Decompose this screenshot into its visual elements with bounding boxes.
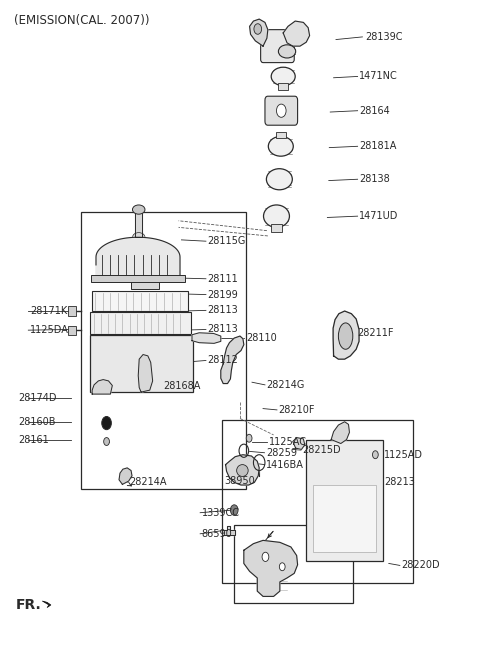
Bar	[68, 326, 76, 335]
FancyBboxPatch shape	[265, 96, 298, 125]
Text: 28115G: 28115G	[207, 236, 246, 246]
Text: 28199: 28199	[207, 289, 238, 300]
Circle shape	[246, 434, 252, 442]
Polygon shape	[244, 540, 298, 596]
Circle shape	[230, 505, 238, 515]
Polygon shape	[222, 526, 235, 535]
Text: 28160B: 28160B	[18, 416, 56, 427]
Polygon shape	[135, 210, 142, 237]
Ellipse shape	[278, 45, 296, 58]
Circle shape	[372, 451, 378, 459]
Bar	[313, 485, 376, 552]
Polygon shape	[250, 19, 268, 46]
Circle shape	[276, 104, 286, 117]
Text: 28168A: 28168A	[163, 380, 201, 391]
Bar	[278, 83, 288, 90]
Bar	[90, 335, 193, 392]
Bar	[81, 212, 246, 489]
Polygon shape	[119, 468, 132, 484]
Text: 28161: 28161	[18, 435, 49, 445]
Polygon shape	[138, 355, 153, 392]
Polygon shape	[331, 422, 349, 444]
Bar	[91, 275, 185, 282]
Bar	[306, 440, 383, 561]
Ellipse shape	[132, 205, 145, 214]
Circle shape	[254, 24, 262, 34]
Text: 1471NC: 1471NC	[359, 71, 398, 82]
Text: 28214G: 28214G	[266, 380, 305, 390]
Text: 1471UD: 1471UD	[359, 211, 398, 221]
Ellipse shape	[266, 169, 292, 190]
Polygon shape	[283, 21, 310, 46]
FancyBboxPatch shape	[261, 30, 294, 63]
Text: 28211F: 28211F	[357, 328, 394, 339]
Text: 28214A: 28214A	[130, 477, 167, 488]
Bar	[92, 291, 188, 311]
Text: 86590: 86590	[202, 529, 232, 539]
Ellipse shape	[268, 136, 293, 156]
Circle shape	[104, 438, 109, 445]
Polygon shape	[96, 237, 180, 277]
Polygon shape	[226, 455, 259, 485]
Text: 1125AC: 1125AC	[269, 436, 307, 447]
Text: FR.: FR.	[15, 598, 41, 612]
Text: 28210F: 28210F	[278, 405, 315, 415]
Polygon shape	[92, 380, 112, 394]
Bar	[234, 525, 353, 603]
Text: 28164: 28164	[359, 105, 390, 116]
Text: 1125DA: 1125DA	[30, 325, 69, 335]
Text: 28113: 28113	[207, 324, 238, 335]
Ellipse shape	[338, 323, 353, 349]
Text: 38950: 38950	[225, 476, 255, 486]
Circle shape	[102, 416, 111, 430]
Text: 1125AD: 1125AD	[384, 449, 423, 460]
Ellipse shape	[271, 67, 295, 86]
Text: 28220D: 28220D	[401, 560, 440, 571]
Text: 28174D: 28174D	[18, 393, 57, 403]
Ellipse shape	[264, 205, 289, 227]
Polygon shape	[293, 438, 305, 449]
Text: 28181A: 28181A	[359, 141, 396, 152]
Text: 1416BA: 1416BA	[266, 459, 304, 470]
Text: 28259: 28259	[266, 447, 297, 458]
Polygon shape	[192, 333, 221, 343]
Text: 1339CC: 1339CC	[202, 507, 240, 518]
Polygon shape	[221, 336, 244, 384]
Text: 28171K: 28171K	[30, 306, 67, 316]
Text: (EMISSION(CAL. 2007)): (EMISSION(CAL. 2007))	[14, 14, 150, 28]
Polygon shape	[333, 311, 359, 359]
Polygon shape	[42, 601, 51, 608]
Text: 28215D: 28215D	[302, 445, 341, 455]
Text: 28139C: 28139C	[365, 32, 402, 42]
Text: 28111: 28111	[207, 273, 238, 284]
Text: 28112: 28112	[207, 355, 238, 366]
Bar	[131, 279, 159, 289]
Text: 28110: 28110	[246, 333, 276, 343]
Text: 28138: 28138	[359, 174, 390, 185]
Ellipse shape	[237, 465, 248, 476]
Bar	[222, 420, 413, 583]
Ellipse shape	[132, 233, 145, 242]
Text: 28213: 28213	[384, 477, 415, 488]
Bar	[68, 306, 76, 316]
Bar	[276, 132, 286, 138]
Bar	[271, 224, 282, 232]
Circle shape	[262, 552, 269, 561]
Bar	[90, 312, 191, 334]
Circle shape	[279, 563, 285, 571]
Text: 28113: 28113	[207, 305, 238, 316]
